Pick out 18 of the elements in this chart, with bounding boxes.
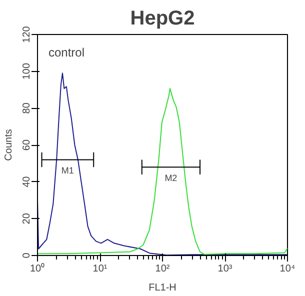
chart-title: HepG2	[130, 8, 195, 30]
x-tick-label: 10⁰	[30, 262, 46, 274]
y-tick-label: 0	[22, 252, 32, 258]
y-tick-label: 120	[22, 26, 32, 43]
x-tick-label: 10⁴	[280, 264, 296, 274]
x-tick-label: 10³	[218, 264, 233, 274]
y-tick-label: 40	[22, 176, 32, 188]
annotation: control	[48, 46, 85, 60]
x-tick-label: 10¹	[92, 264, 108, 274]
y-tick-label: 80	[22, 102, 32, 114]
series-label: M1	[61, 166, 74, 176]
x-axis-title: FL1-H	[148, 282, 176, 294]
y-tick-label: 60	[22, 139, 32, 151]
x-tick-label: 10²	[155, 264, 170, 274]
series-label: M2	[164, 173, 178, 184]
y-tick-label: 100	[22, 62, 32, 80]
y-axis-title: Counts	[4, 129, 14, 161]
y-tick-label: 20	[22, 212, 32, 224]
